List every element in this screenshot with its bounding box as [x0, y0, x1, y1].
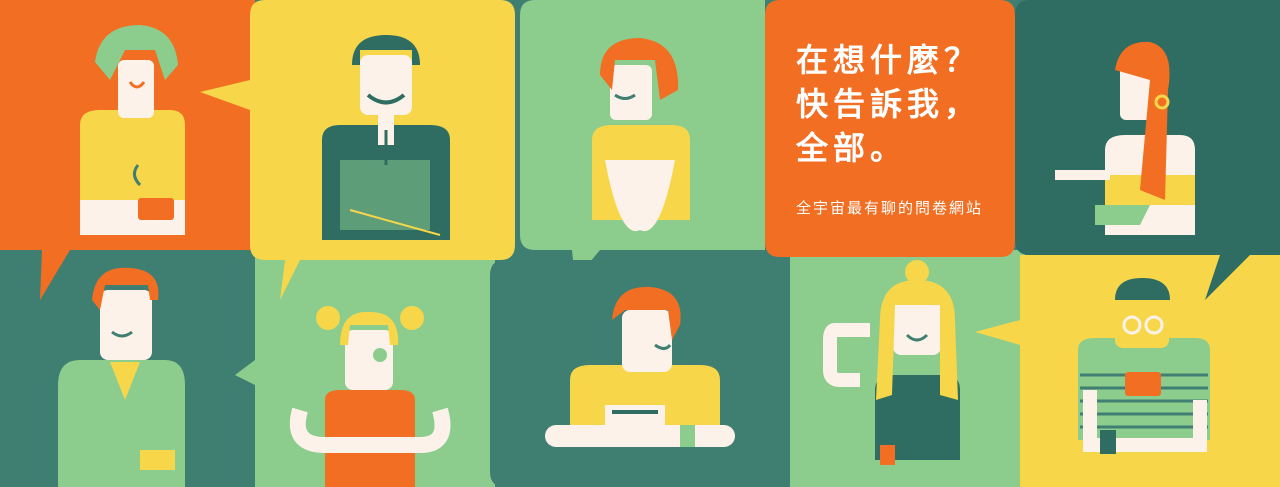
- headline-line-2: 快告訴我，: [796, 85, 982, 123]
- person-hands-together-icon: [592, 38, 690, 232]
- person-red-hair-earring-icon: [1055, 41, 1195, 235]
- person-green-hair-icon: [80, 25, 185, 235]
- bubble-tail-right: [975, 320, 1020, 345]
- bubble-tail-left: [235, 360, 255, 385]
- person-jacket-icon: [58, 267, 185, 487]
- tagline: 全宇宙最有聊的問卷網站: [796, 199, 984, 217]
- speech-bubble-orange-text: [765, 0, 1070, 257]
- headline-line-3: 全部。: [796, 129, 908, 167]
- person-glasses-icon: [1078, 278, 1210, 454]
- person-vest-icon: [322, 35, 450, 240]
- person-laptop-icon: [545, 286, 735, 447]
- person-pigtails-icon: [289, 306, 451, 487]
- headline-line-1: 在想什麼？: [796, 41, 982, 79]
- person-blonde-hair-icon: [823, 260, 960, 465]
- headline: 在想什麼？ 快告訴我， 全部。: [796, 38, 1026, 170]
